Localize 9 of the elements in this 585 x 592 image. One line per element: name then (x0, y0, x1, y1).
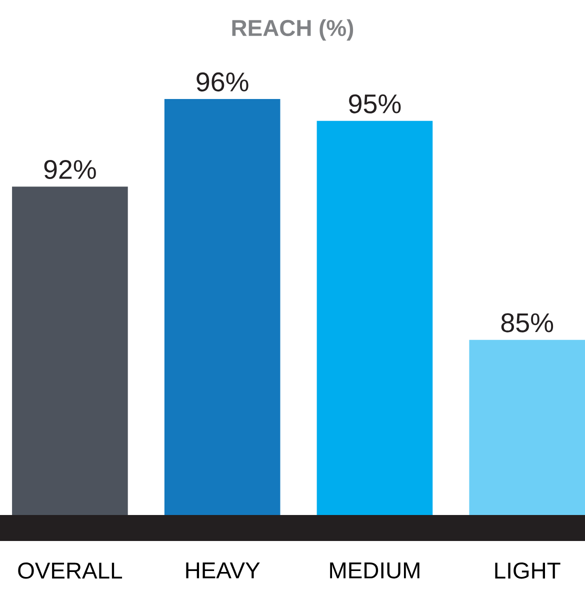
data-label: 85% (501, 313, 554, 332)
x-tick-label: MEDIUM (330, 562, 420, 579)
data-label: 95% (349, 94, 401, 114)
data-label: 92% (44, 160, 96, 180)
x-tick-label: OVERALL (18, 562, 122, 579)
x-tick-label: HEAVY (186, 562, 260, 578)
data-label: 96% (196, 72, 248, 92)
x-tick-label: LIGHT (495, 562, 560, 579)
chart-title: REACH (%) (232, 19, 354, 41)
